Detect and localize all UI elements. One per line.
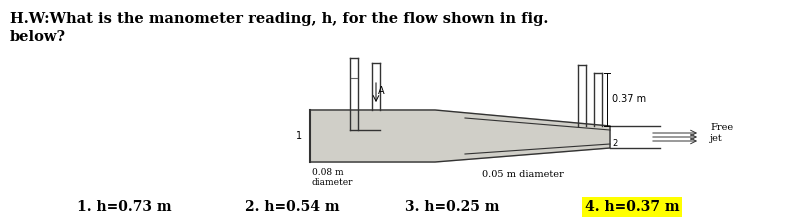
Text: 1. h=0.73 m: 1. h=0.73 m — [77, 200, 171, 214]
Text: 4. h=0.37 m: 4. h=0.37 m — [585, 200, 679, 214]
Text: 0.37 m: 0.37 m — [612, 95, 646, 104]
Text: Free
jet: Free jet — [710, 123, 733, 143]
Text: 2. h=0.54 m: 2. h=0.54 m — [245, 200, 339, 214]
Text: A: A — [378, 86, 385, 96]
Text: H.W:What is the manometer reading, h, for the flow shown in fig.: H.W:What is the manometer reading, h, fo… — [10, 12, 548, 26]
Text: 3. h=0.25 m: 3. h=0.25 m — [405, 200, 499, 214]
Text: 2: 2 — [612, 139, 618, 147]
Text: 0.05 m diameter: 0.05 m diameter — [482, 170, 563, 179]
Text: 0.08 m
diameter: 0.08 m diameter — [312, 168, 354, 187]
Text: 1: 1 — [296, 131, 302, 141]
Text: below?: below? — [10, 30, 66, 44]
Polygon shape — [310, 110, 610, 162]
